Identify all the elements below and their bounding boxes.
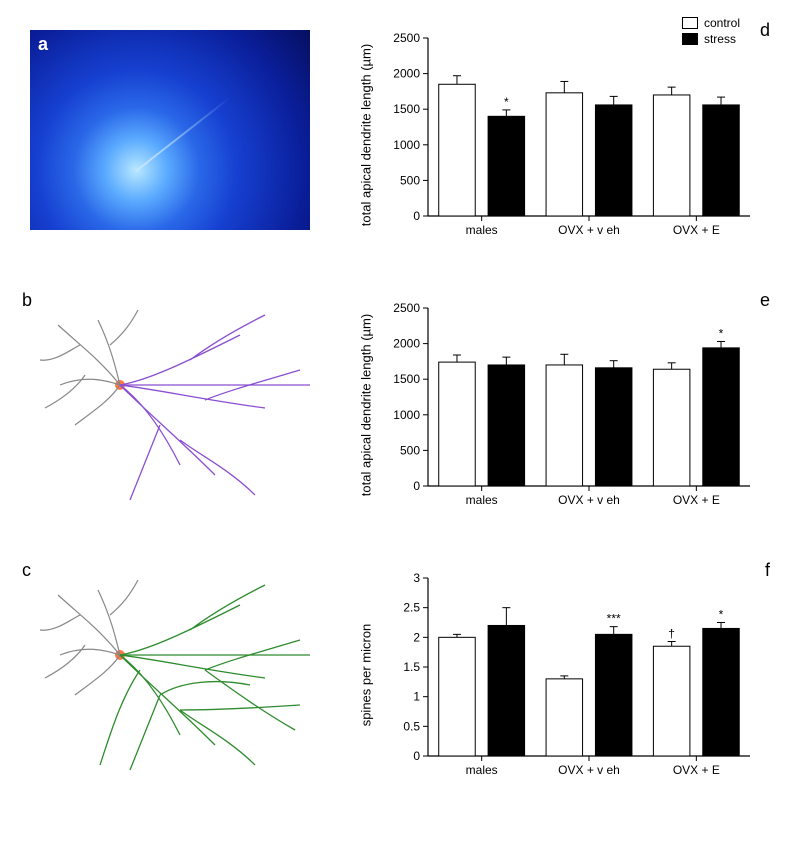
svg-text:2.5: 2.5 bbox=[403, 601, 420, 615]
svg-text:2500: 2500 bbox=[393, 301, 420, 315]
fluorescence-micrograph bbox=[30, 30, 310, 230]
svg-text:*: * bbox=[719, 326, 724, 340]
svg-text:*: * bbox=[504, 95, 509, 109]
svg-text:1500: 1500 bbox=[393, 102, 420, 116]
svg-text:0: 0 bbox=[413, 749, 420, 763]
svg-text:males: males bbox=[466, 223, 498, 237]
svg-text:OVX + E: OVX + E bbox=[673, 493, 720, 507]
svg-text:500: 500 bbox=[400, 173, 420, 187]
svg-text:OVX + E: OVX + E bbox=[673, 223, 720, 237]
svg-text:500: 500 bbox=[400, 443, 420, 457]
panel-label-e: e bbox=[760, 290, 770, 311]
svg-text:0.5: 0.5 bbox=[403, 719, 420, 733]
svg-text:3: 3 bbox=[413, 571, 420, 585]
panel-b: b bbox=[20, 290, 340, 550]
panel-d: control stress d total apical dendrite l… bbox=[360, 20, 780, 280]
chart-d: total apical dendrite length (µm) 050010… bbox=[380, 20, 760, 250]
chart-d-svg: 0 500 1000 1500 2000 2500 * males OVX + v eh OVX … bbox=[380, 20, 760, 250]
trace-c bbox=[30, 560, 330, 780]
chart-e: total apical dendrite length (µm) 050010… bbox=[380, 290, 760, 520]
svg-text:1.5: 1.5 bbox=[403, 660, 420, 674]
svg-text:2000: 2000 bbox=[393, 337, 420, 351]
svg-text:1: 1 bbox=[413, 690, 420, 704]
chart-f-svg: 0 0.5 1 1.5 2 2.5 3 males *** OVX + v eh † * OVX + E bbox=[380, 560, 760, 790]
trace-b-svg bbox=[30, 290, 330, 510]
svg-text:OVX + v eh: OVX + v eh bbox=[558, 223, 620, 237]
ylabel-d: total apical dendrite length (µm) bbox=[359, 44, 374, 226]
svg-text:1500: 1500 bbox=[393, 372, 420, 386]
panel-c: c bbox=[20, 560, 340, 820]
panel-label-f: f bbox=[765, 560, 770, 581]
svg-text:1000: 1000 bbox=[393, 138, 420, 152]
svg-text:males: males bbox=[466, 493, 498, 507]
ylabel-e: total apical dendrite length (µm) bbox=[359, 314, 374, 496]
svg-text:2500: 2500 bbox=[393, 31, 420, 45]
chart-e-svg: 0 500 1000 1500 2000 2500 males OVX + v eh * OVX … bbox=[380, 290, 760, 520]
panel-f: f spines per micron 00.511.522.53males**… bbox=[360, 560, 780, 820]
svg-text:1000: 1000 bbox=[393, 408, 420, 422]
svg-text:2000: 2000 bbox=[393, 67, 420, 81]
svg-text:0: 0 bbox=[413, 209, 420, 223]
trace-b bbox=[30, 290, 330, 510]
svg-text:0: 0 bbox=[413, 479, 420, 493]
svg-text:OVX + v eh: OVX + v eh bbox=[558, 493, 620, 507]
svg-text:OVX + E: OVX + E bbox=[673, 763, 720, 777]
panel-label-a: a bbox=[38, 34, 48, 55]
trace-c-svg bbox=[30, 560, 330, 780]
panel-e: e total apical dendrite length (µm) 0 500… bbox=[360, 290, 780, 550]
svg-text:†: † bbox=[668, 626, 675, 640]
panel-a: a bbox=[20, 20, 340, 280]
figure-grid: a control stress d total apical dendrite… bbox=[20, 20, 771, 820]
svg-text:***: *** bbox=[607, 612, 621, 626]
svg-text:*: * bbox=[719, 608, 724, 622]
ylabel-f: spines per micron bbox=[359, 624, 374, 727]
svg-text:males: males bbox=[466, 763, 498, 777]
svg-text:2: 2 bbox=[413, 630, 420, 644]
chart-f: spines per micron 00.511.522.53males***O… bbox=[380, 560, 760, 790]
panel-label-d: d bbox=[760, 20, 770, 41]
svg-text:OVX + v eh: OVX + v eh bbox=[558, 763, 620, 777]
